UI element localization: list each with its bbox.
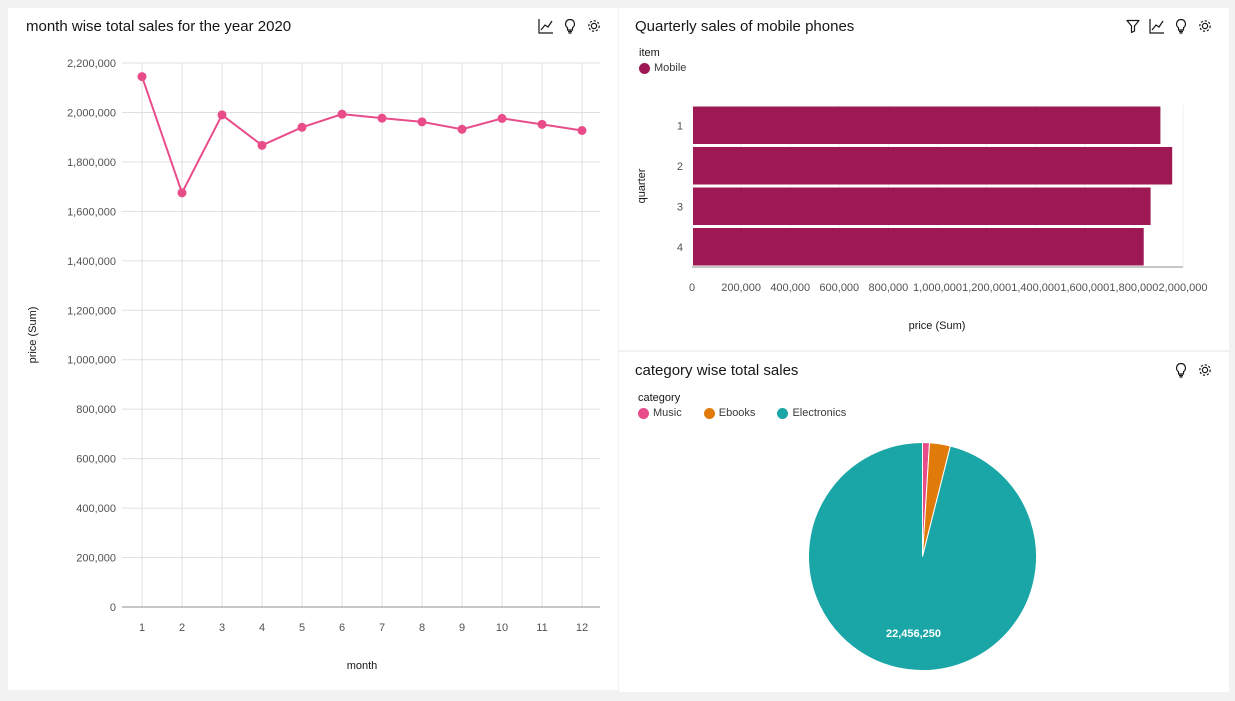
- legend-label-ebooks: Ebooks: [718, 407, 756, 419]
- x-tick-label: 5: [299, 622, 305, 634]
- data-point[interactable]: [257, 140, 267, 150]
- pie-slice[interactable]: [808, 441, 1037, 671]
- data-point[interactable]: [217, 110, 227, 120]
- pie-chart-panel: category wise total sales category Music…: [619, 352, 1229, 692]
- legend-swatch-mobile: [639, 62, 650, 74]
- settings-gear-icon[interactable]: [1197, 18, 1213, 34]
- x-tick-label: 4: [259, 622, 265, 634]
- line-chart-toolbar: [538, 18, 602, 34]
- legend-item-music[interactable]: Music: [638, 407, 682, 419]
- legend-item-mobile[interactable]: Mobile: [639, 62, 686, 74]
- x-tick-label: 10: [496, 622, 508, 634]
- legend-label-electronics: Electronics: [792, 407, 847, 419]
- series-line: [141, 76, 583, 196]
- y-tick-label: 3: [677, 201, 683, 213]
- y-tick-label: 4: [677, 242, 683, 254]
- x-tick-label: 1,000,000: [913, 282, 962, 294]
- pie-chart-svg: 22,456,250: [808, 441, 1037, 671]
- y-tick-label: 2: [677, 161, 683, 173]
- data-point[interactable]: [177, 188, 187, 198]
- data-point[interactable]: [377, 113, 387, 123]
- y-tick-label: 200,000: [76, 553, 116, 565]
- x-tick-label: 1,600,000: [1060, 282, 1109, 294]
- pie-legend: Music Ebooks Electronics: [638, 407, 846, 419]
- settings-gear-icon[interactable]: [1197, 362, 1213, 378]
- x-tick-label: 1,400,000: [1011, 282, 1060, 294]
- bar-chart-panel: Quarterly sales of mobile phones item Mo…: [619, 8, 1229, 350]
- line-chart-panel: month wise total sales for the year 2020…: [8, 8, 618, 690]
- bar[interactable]: [693, 147, 1173, 185]
- x-tick-label: 600,000: [819, 282, 859, 294]
- y-tick-label: 600,000: [76, 454, 116, 466]
- x-axis-label: month: [347, 660, 378, 672]
- x-tick-label: 3: [219, 622, 225, 634]
- legend-swatch-electronics: [777, 407, 789, 419]
- insight-bulb-icon[interactable]: [562, 18, 578, 34]
- x-tick-label: 400,000: [770, 282, 810, 294]
- y-tick-label: 0: [110, 602, 116, 614]
- legend-label-mobile: Mobile: [654, 62, 687, 74]
- x-tick-label: 9: [459, 622, 465, 634]
- x-tick-label: 6: [339, 622, 345, 634]
- data-point[interactable]: [417, 117, 427, 127]
- x-tick-label: 2: [179, 622, 185, 634]
- data-point[interactable]: [457, 124, 467, 134]
- y-tick-label: 2,200,000: [67, 58, 116, 70]
- legend-item-ebooks[interactable]: Ebooks: [703, 407, 756, 419]
- pie-legend-title: category: [638, 392, 681, 404]
- y-tick-label: 1,400,000: [67, 256, 116, 268]
- y-tick-label: 800,000: [76, 404, 116, 416]
- x-tick-label: 12: [576, 622, 588, 634]
- x-tick-label: 0: [689, 282, 695, 294]
- bar[interactable]: [693, 228, 1144, 266]
- y-tick-label: 1,800,000: [67, 157, 116, 169]
- filter-icon[interactable]: [1125, 18, 1141, 34]
- y-tick-label: 400,000: [76, 503, 116, 515]
- settings-gear-icon[interactable]: [586, 18, 602, 34]
- x-tick-label: 200,000: [721, 282, 761, 294]
- x-tick-label: 11: [536, 622, 547, 634]
- insight-bulb-icon[interactable]: [1173, 362, 1189, 378]
- x-tick-label: 800,000: [869, 282, 909, 294]
- x-tick-label: 1,200,000: [962, 282, 1011, 294]
- bar-chart-svg: 0 200,000 400,000 600,000 800,000 1,000,000 1,…: [636, 105, 1208, 332]
- legend-swatch-music: [638, 407, 649, 419]
- bar[interactable]: [693, 187, 1151, 226]
- x-tick-label: 2,000,000: [1159, 282, 1208, 294]
- bar[interactable]: [693, 106, 1161, 145]
- x-axis-label: price (Sum): [909, 320, 966, 332]
- bar-chart-toolbar: [1125, 18, 1213, 34]
- data-point[interactable]: [297, 122, 307, 132]
- y-axis-label: price (Sum): [27, 307, 39, 364]
- chart-type-icon[interactable]: [1149, 18, 1165, 34]
- chart-type-icon[interactable]: [538, 18, 554, 34]
- pie-data-label: 22,456,250: [886, 628, 941, 640]
- line-chart-title: month wise total sales for the year 2020: [26, 18, 292, 35]
- legend-label-music: Music: [653, 407, 682, 419]
- data-point[interactable]: [337, 109, 347, 119]
- data-point[interactable]: [577, 126, 587, 136]
- pie-chart-title: category wise total sales: [635, 362, 799, 379]
- data-point[interactable]: [497, 113, 507, 123]
- y-tick-label: 2,000,000: [67, 107, 116, 119]
- x-tick-label: 1,800,000: [1109, 282, 1158, 294]
- x-tick-label: 8: [419, 622, 425, 634]
- pie-chart-toolbar: [1173, 362, 1213, 378]
- legend-item-electronics[interactable]: Electronics: [777, 407, 846, 419]
- bar-legend-title: item: [639, 47, 660, 59]
- bar-legend: Mobile: [639, 62, 686, 74]
- x-tick-label: 1: [139, 622, 145, 634]
- y-tick-label: 1,600,000: [67, 206, 116, 218]
- y-axis-label: quarter: [636, 168, 648, 203]
- line-chart-svg: 0 200,000 400,000 600,000 800,000 1,000,000 1,…: [27, 58, 600, 672]
- bar-chart-title: Quarterly sales of mobile phones: [635, 18, 855, 35]
- data-point[interactable]: [137, 72, 147, 82]
- x-tick-label: 7: [379, 622, 385, 634]
- legend-swatch-ebooks: [703, 407, 715, 419]
- y-tick-label: 1,200,000: [67, 305, 116, 317]
- y-tick-label: 1,000,000: [67, 355, 116, 367]
- y-tick-label: 1: [677, 120, 683, 132]
- insight-bulb-icon[interactable]: [1173, 18, 1189, 34]
- data-point[interactable]: [537, 119, 547, 129]
